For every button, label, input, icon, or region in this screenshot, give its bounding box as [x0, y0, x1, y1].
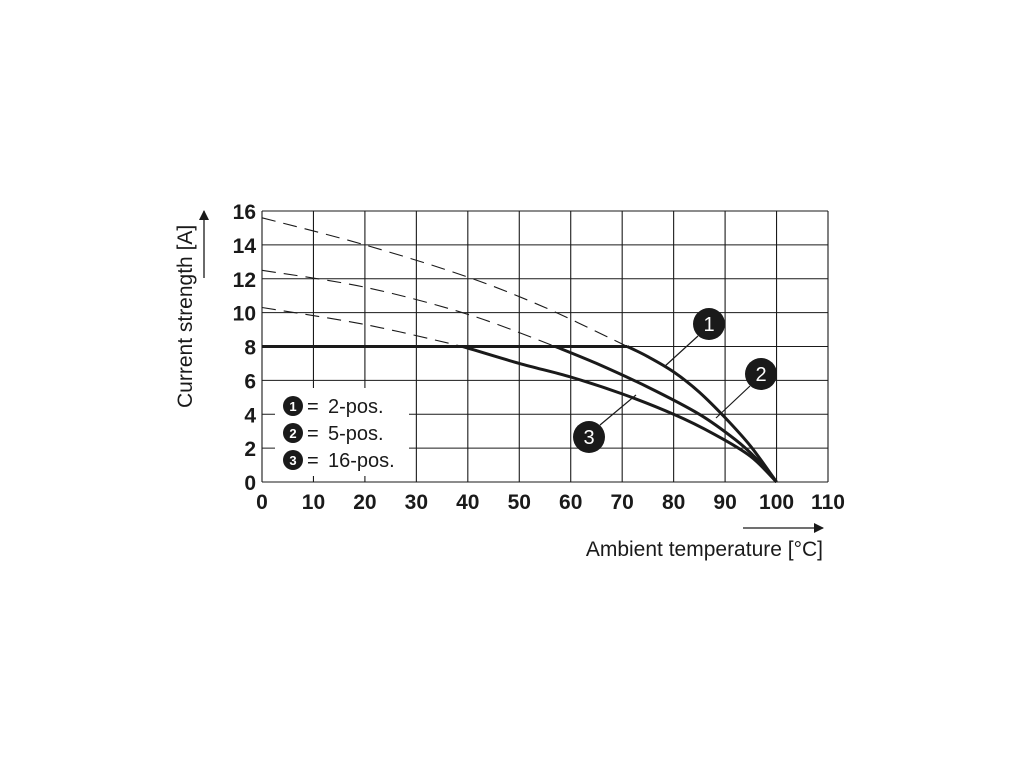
y-tick-label: 6: [244, 370, 256, 393]
series-3-dashed-line: [261, 306, 463, 348]
legend-equals-2: =: [307, 423, 319, 445]
x-tick-label: 0: [256, 491, 268, 514]
series-1-derating-curve: [626, 345, 778, 483]
x-tick-label: 30: [405, 491, 428, 514]
legend-label-1: 2-pos.: [328, 396, 384, 418]
x-tick-label: 100: [759, 491, 794, 514]
y-tick-label: 8: [244, 337, 256, 360]
callout-2-badge: [745, 358, 777, 390]
x-tick-label: 110: [811, 491, 845, 514]
legend: 1 = 2-pos. 2 = 5-pos. 3 = 16-pos.: [275, 388, 409, 476]
legend-item-3: 3 = 16-pos.: [283, 450, 395, 472]
x-tick-label: 20: [353, 491, 376, 514]
legend-label-2: 5-pos.: [328, 423, 384, 445]
callout-2-leader: [715, 385, 751, 419]
callout-1-badge: [693, 308, 725, 340]
callout-2-label: 2: [755, 364, 766, 386]
series-1-dashed-line: [261, 217, 628, 347]
legend-badge-1: [283, 396, 303, 416]
callout-1-leader: [663, 335, 699, 368]
callout-3-badge: [573, 421, 605, 453]
legend-badge-3: [283, 450, 303, 470]
series-2-derating-curve: [554, 345, 778, 483]
legend-item-2: 2 = 5-pos.: [283, 423, 384, 445]
legend-badge-2: [283, 423, 303, 443]
legend-equals-1: =: [307, 396, 319, 418]
x-axis-label: Ambient temperature [°C]: [586, 538, 823, 561]
y-tick-label: 2: [244, 438, 256, 461]
x-tick-label: 70: [611, 491, 634, 514]
x-tick-label: 40: [456, 491, 479, 514]
y-tick-label: 4: [244, 404, 256, 427]
series-2-dashed-line: [261, 269, 556, 348]
legend-label-3: 16-pos.: [328, 450, 395, 472]
y-tick-label: 12: [233, 269, 256, 292]
legend-badge-1-label: 1: [289, 399, 296, 414]
legend-badge-2-label: 2: [289, 426, 296, 441]
x-tick-label: 80: [662, 491, 685, 514]
callout-3: 3: [573, 394, 637, 453]
callout-2: 2: [715, 358, 777, 419]
y-tick-label: 10: [233, 303, 256, 326]
legend-badge-3-label: 3: [289, 453, 296, 468]
series-lines: [261, 217, 778, 484]
callout-3-leader: [599, 394, 637, 426]
y-tick-label: 16: [233, 201, 256, 224]
x-tick-label: 10: [302, 491, 325, 514]
y-axis-label: Current strength [A]: [174, 225, 197, 408]
legend-equals-3: =: [307, 450, 319, 472]
callout-3-label: 3: [583, 427, 594, 449]
x-tick-label: 50: [508, 491, 531, 514]
callout-1: 1: [663, 308, 725, 368]
legend-item-1: 1 = 2-pos.: [283, 396, 384, 418]
callout-1-label: 1: [703, 314, 714, 336]
series-3-derating-curve: [462, 345, 778, 484]
x-tick-label: 60: [559, 491, 582, 514]
y-tick-label: 0: [244, 472, 256, 495]
x-tick-label: 90: [713, 491, 736, 514]
y-tick-label: 14: [233, 235, 257, 258]
